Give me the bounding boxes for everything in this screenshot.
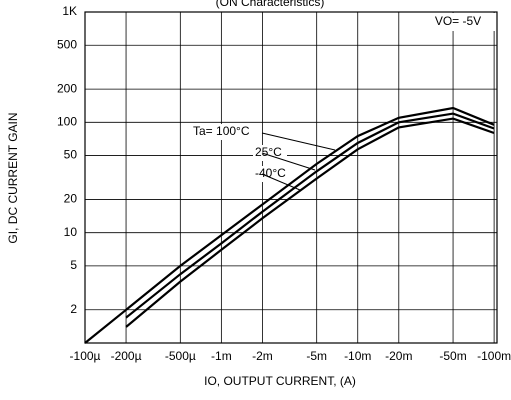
y-tick-label: 500: [57, 37, 77, 51]
x-tick-label: -20m: [385, 349, 412, 363]
chart-title: (ON Characteristics): [216, 0, 325, 9]
y-tick-label: 100: [57, 115, 77, 129]
x-tick-label: -50m: [439, 349, 466, 363]
annotation-bg: [191, 124, 259, 140]
x-tick-label: -1m: [211, 349, 232, 363]
line-series: [84, 106, 495, 344]
leader-line: [261, 173, 301, 191]
annotation: VO= -5V: [435, 14, 481, 28]
x-tick-label: -100m: [477, 349, 511, 363]
x-tick-label: -10m: [344, 349, 371, 363]
x-axis-label: IO, OUTPUT CURRENT, (A): [204, 374, 356, 388]
y-tick-label: 10: [64, 225, 78, 239]
y-tick-label: 50: [64, 148, 78, 162]
y-axis-label: GI, DC CURRENT GAIN: [6, 112, 20, 243]
annotation-box: [420, 13, 496, 31]
x-tick-label: -5m: [306, 349, 327, 363]
y-tick-label: 5: [70, 258, 77, 272]
annotation-bg: [253, 166, 287, 182]
x-tick-label: -2m: [252, 349, 273, 363]
leader-line: [261, 152, 316, 171]
line-series: [125, 112, 495, 319]
x-tick-label: -500µ: [165, 349, 196, 363]
y-tick-label: 20: [64, 192, 78, 206]
annotation-bg: [253, 145, 287, 161]
annotation: -40°C: [255, 166, 286, 180]
annotation: Ta= 100°C: [193, 124, 250, 138]
y-tick-label: 2: [70, 302, 77, 316]
annotation: 25°C: [255, 145, 282, 159]
x-tick-label: -100µ: [70, 349, 101, 363]
y-tick-label: 1K: [62, 4, 77, 18]
line-series: [125, 117, 495, 328]
leader-line: [261, 132, 336, 151]
plot-frame: [84, 11, 498, 344]
x-tick-label: -200µ: [111, 349, 142, 363]
y-tick-label: 200: [57, 81, 77, 95]
